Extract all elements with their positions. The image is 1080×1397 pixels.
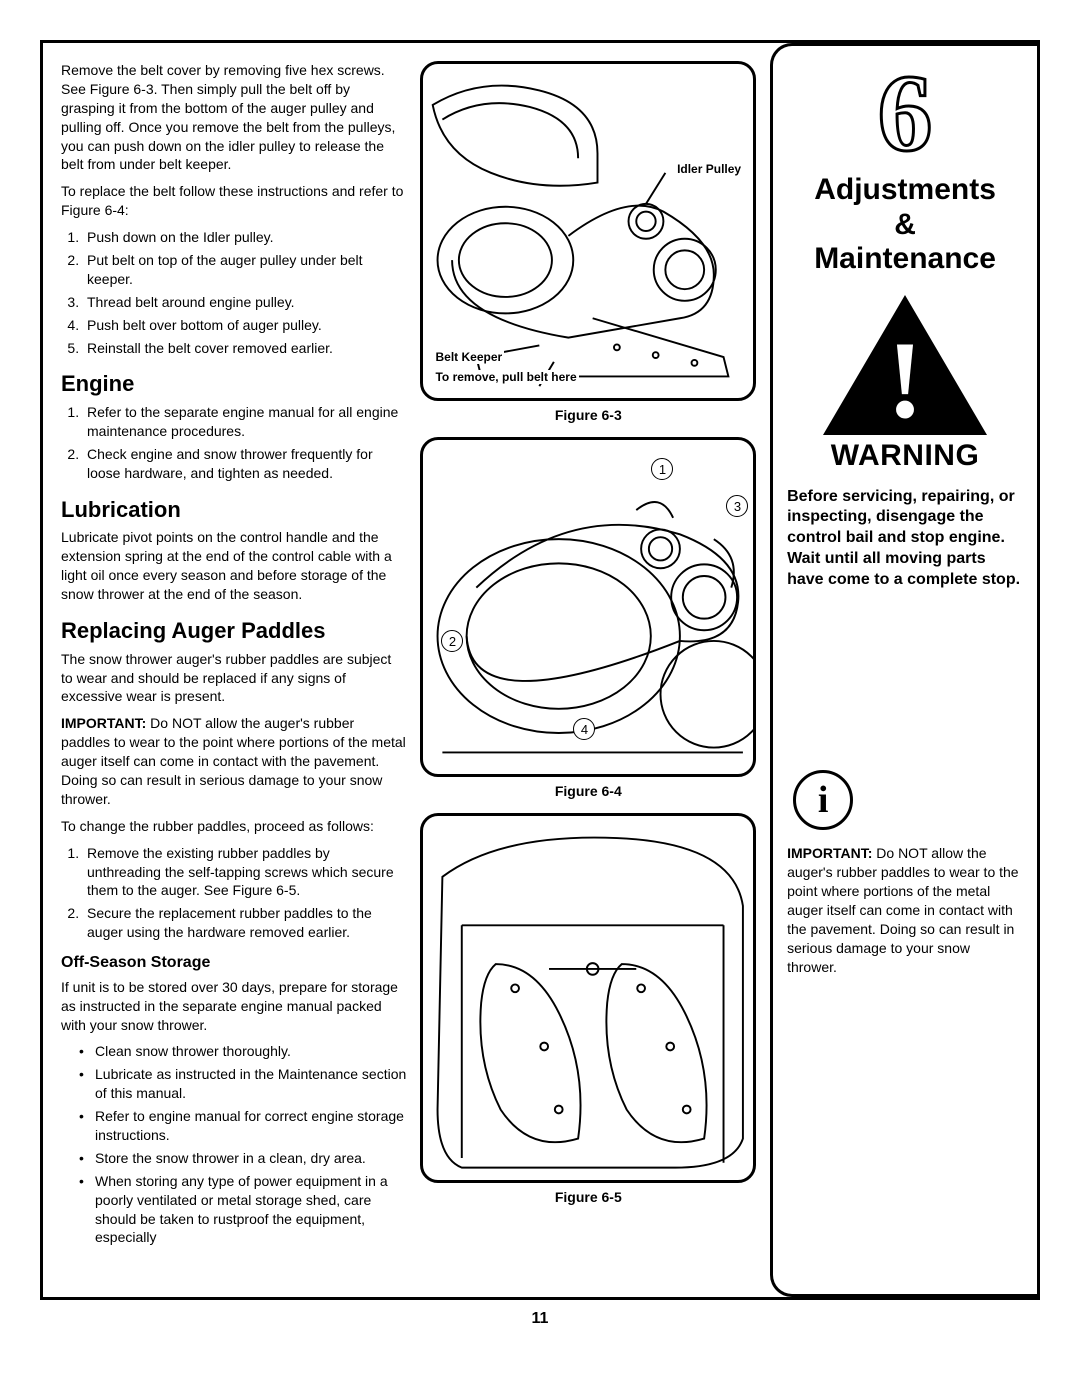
engine-heading: Engine [61, 369, 406, 399]
intro-paragraph: Remove the belt cover by removing five h… [61, 61, 406, 174]
chapter-title-line2: Maintenance [814, 242, 996, 275]
off-item: Store the snow thrower in a clean, dry a… [79, 1149, 406, 1168]
figure-6-3-illustration [423, 64, 753, 398]
step: Push belt over bottom of auger pulley. [83, 316, 406, 335]
page-frame: Remove the belt cover by removing five h… [40, 40, 1040, 1300]
sidebar: 6 Adjustments & Maintenance ! WARNING Be… [770, 43, 1037, 1297]
warning-triangle-icon: ! [820, 295, 990, 435]
left-column: Remove the belt cover by removing five h… [61, 61, 406, 1279]
exclamation-icon: ! [820, 325, 990, 435]
figure-6-5 [420, 813, 756, 1183]
rap-paragraph-2: To change the rubber paddles, proceed as… [61, 817, 406, 836]
figure-6-5-illustration [423, 816, 753, 1180]
rap-step: Secure the replacement rubber paddles to… [83, 904, 406, 942]
chapter-number: 6 [878, 64, 933, 163]
label-belt-keeper: Belt Keeper [433, 350, 504, 364]
chapter-title-line1: Adjustments [814, 173, 996, 206]
step: Put belt on top of the auger pulley unde… [83, 251, 406, 289]
important-label: IMPORTANT: [61, 715, 146, 731]
figures-column: Idler Pulley Belt Keeper To remove, pull… [420, 61, 756, 1279]
rap-heading: Replacing Auger Paddles [61, 616, 406, 646]
step: Push down on the Idler pulley. [83, 228, 406, 247]
page: Remove the belt cover by removing five h… [0, 0, 1080, 1348]
rap-important: IMPORTANT: Do NOT allow the auger's rubb… [61, 714, 406, 808]
off-item: When storing any type of power equipment… [79, 1172, 406, 1248]
label-idler-pulley: Idler Pulley [675, 162, 743, 176]
figure-6-3: Idler Pulley Belt Keeper To remove, pull… [420, 61, 756, 401]
rap-steps: Remove the existing rubber paddles by un… [61, 844, 406, 942]
engine-item: Check engine and snow thrower frequently… [83, 445, 406, 483]
off-item: Refer to engine manual for correct engin… [79, 1107, 406, 1145]
lubrication-heading: Lubrication [61, 495, 406, 525]
warning-heading: WARNING [831, 439, 980, 473]
info-body: Do NOT allow the auger's rubber paddles … [787, 845, 1019, 974]
figure-6-5-caption: Figure 6-5 [420, 1189, 756, 1205]
figure-6-3-caption: Figure 6-3 [420, 407, 756, 423]
figure-6-4: 1 2 3 4 [420, 437, 756, 777]
step: Reinstall the belt cover removed earlier… [83, 339, 406, 358]
figure-6-4-caption: Figure 6-4 [420, 783, 756, 799]
page-number: 11 [40, 1310, 1040, 1328]
offseason-heading: Off-Season Storage [61, 952, 406, 974]
engine-item: Refer to the separate engine manual for … [83, 403, 406, 441]
replace-steps: Push down on the Idler pulley. Put belt … [61, 228, 406, 357]
offseason-list: Clean snow thrower thoroughly. Lubricate… [61, 1042, 406, 1247]
offseason-paragraph: If unit is to be stored over 30 days, pr… [61, 978, 406, 1035]
rap-step: Remove the existing rubber paddles by un… [83, 844, 406, 901]
engine-list: Refer to the separate engine manual for … [61, 403, 406, 483]
chapter-title: Adjustments & Maintenance [814, 173, 996, 277]
rap-paragraph-1: The snow thrower auger's rubber paddles … [61, 650, 406, 707]
off-item: Clean snow thrower thoroughly. [79, 1042, 406, 1061]
replace-intro: To replace the belt follow these instruc… [61, 182, 406, 220]
lubrication-paragraph: Lubricate pivot points on the control ha… [61, 528, 406, 604]
step: Thread belt around engine pulley. [83, 293, 406, 312]
label-remove-belt: To remove, pull belt here [433, 370, 578, 384]
info-label: IMPORTANT: [787, 845, 872, 861]
info-icon: i [793, 770, 853, 830]
warning-text: Before servicing, repairing, or inspecti… [787, 487, 1023, 591]
chapter-title-amp: & [894, 208, 916, 241]
off-item: Lubricate as instructed in the Maintenan… [79, 1065, 406, 1103]
info-text: IMPORTANT: Do NOT allow the auger's rubb… [787, 844, 1023, 976]
